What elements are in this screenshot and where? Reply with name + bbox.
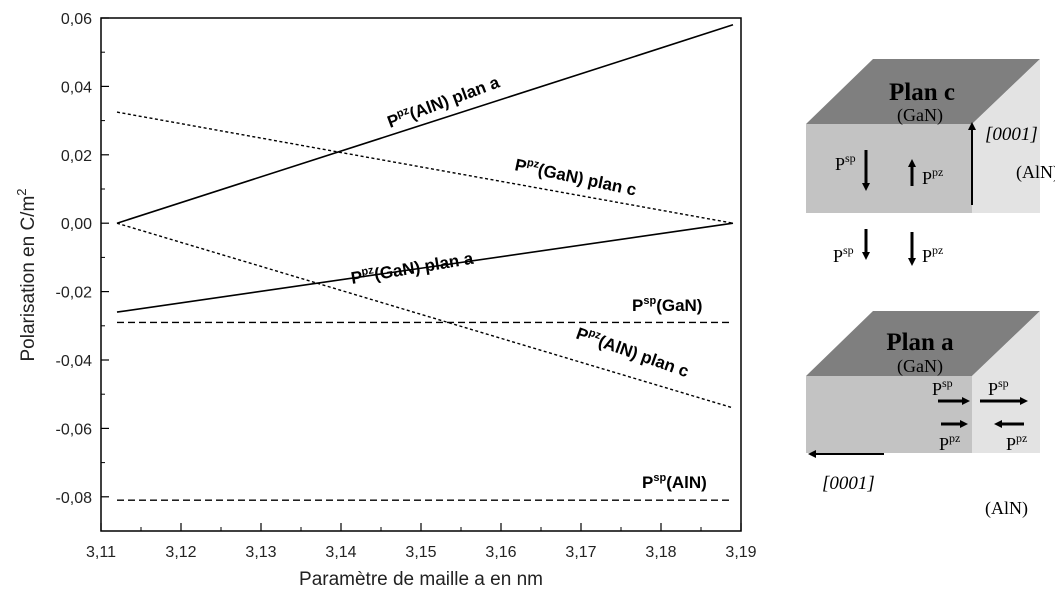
x-tick-label: 3,14 bbox=[325, 544, 356, 561]
y-axis-ticks: 0,06 0,04 0,02 0,00 -0,02 -0,04 -0,06 -0,08 bbox=[56, 11, 109, 507]
label-psp-aln: Psp(AlN) bbox=[642, 472, 707, 492]
block-plan-a-side-face bbox=[972, 311, 1040, 453]
y-axis-title-main: Polarisation en C/m bbox=[18, 196, 39, 362]
block-plan-a-front-face bbox=[806, 376, 972, 453]
y-axis-title: Polarisation en C/m2 bbox=[14, 188, 39, 361]
polarization-diagram: Plan c (GaN) (AlN) [0001] Psp Ppz Psp Pp… bbox=[806, 59, 1055, 519]
block-plan-c-top-face bbox=[806, 59, 1040, 124]
x-tick-label: 3,12 bbox=[165, 544, 196, 561]
block-plan-a-top-face bbox=[806, 311, 1040, 376]
plan-a-psp-inner-label: Psp bbox=[932, 376, 953, 399]
x-tick-label: 3,11 bbox=[86, 544, 116, 561]
plan-a-material-front: (GaN) bbox=[897, 356, 943, 377]
plan-c-psp-inner-label: Psp bbox=[835, 151, 856, 174]
y-tick-label: -0,04 bbox=[56, 353, 93, 370]
label-ppz-gan-plan-a: Ppz(GaN) plan a bbox=[349, 248, 475, 288]
series-line-0 bbox=[116, 24, 734, 224]
plan-a-title: Plan a bbox=[886, 329, 954, 356]
y-tick-label: -0,08 bbox=[56, 490, 93, 507]
x-tick-label: 3,13 bbox=[245, 544, 276, 561]
block-plan-c-side-face bbox=[972, 59, 1040, 213]
y-tick-label: 0,02 bbox=[61, 148, 92, 165]
y-tick-label: 0,06 bbox=[61, 11, 92, 28]
plan-c-ppz-inner-label: Ppz bbox=[922, 165, 943, 188]
plan-a-material-side: (AlN) bbox=[985, 498, 1028, 519]
series-line-3 bbox=[116, 222, 734, 409]
plan-c-title: Plan c bbox=[889, 79, 955, 106]
y-tick-label: -0,02 bbox=[56, 285, 93, 302]
block-plan-c: Plan c (GaN) (AlN) [0001] Psp Ppz Psp Pp… bbox=[806, 59, 1055, 266]
x-tick-label: 3,18 bbox=[645, 544, 676, 561]
y-tick-label: 0,00 bbox=[61, 216, 92, 233]
label-psp-gan: Psp(GaN) bbox=[632, 295, 702, 315]
x-tick-label: 3,17 bbox=[565, 544, 596, 561]
label-ppz-aln-plan-c: Ppz(AlN) plan c bbox=[574, 323, 692, 381]
x-axis-ticks: 3,11 3,12 3,13 3,14 3,15 3,16 3,17 3,18 3,19 bbox=[86, 523, 757, 561]
x-tick-label: 3,16 bbox=[485, 544, 516, 561]
plan-c-material-front: (GaN) bbox=[897, 105, 943, 126]
plan-a-psp-outer-label: Psp bbox=[988, 376, 1009, 399]
plan-c-ppz-outer-label: Ppz bbox=[922, 243, 943, 266]
y-tick-label: -0,06 bbox=[56, 421, 93, 438]
plan-a-ppz-outer-label: Ppz bbox=[1006, 431, 1027, 454]
polarization-chart: 3,11 3,12 3,13 3,14 3,15 3,16 3,17 3,18 3,19 0,0… bbox=[14, 11, 757, 590]
series-lines bbox=[116, 24, 734, 501]
plan-c-psp-outer-label: Psp bbox=[833, 243, 854, 266]
series-line-1 bbox=[116, 111, 734, 224]
y-axis-title-sup: 2 bbox=[14, 188, 29, 195]
plan-a-ppz-inner-label: Ppz bbox=[939, 431, 960, 454]
plan-c-material-side: (AlN) bbox=[1016, 162, 1055, 183]
label-ppz-gan-plan-c: Ppz(GaN) plan c bbox=[513, 154, 638, 199]
x-axis-title: Paramètre de maille a en nm bbox=[299, 569, 543, 590]
x-tick-label: 3,19 bbox=[725, 544, 756, 561]
x-tick-label: 3,15 bbox=[405, 544, 436, 561]
plan-c-direction: [0001] bbox=[985, 124, 1038, 145]
label-ppz-aln-plan-a: Ppz(AlN) plan a bbox=[384, 71, 502, 131]
block-plan-a: Plan a (GaN) (AlN) [0001] Psp Ppz Psp Pp… bbox=[806, 311, 1040, 519]
y-tick-label: 0,04 bbox=[61, 79, 92, 96]
plan-a-direction: [0001] bbox=[822, 473, 875, 494]
series-line-2 bbox=[116, 222, 734, 313]
block-plan-c-front-face bbox=[806, 124, 972, 213]
